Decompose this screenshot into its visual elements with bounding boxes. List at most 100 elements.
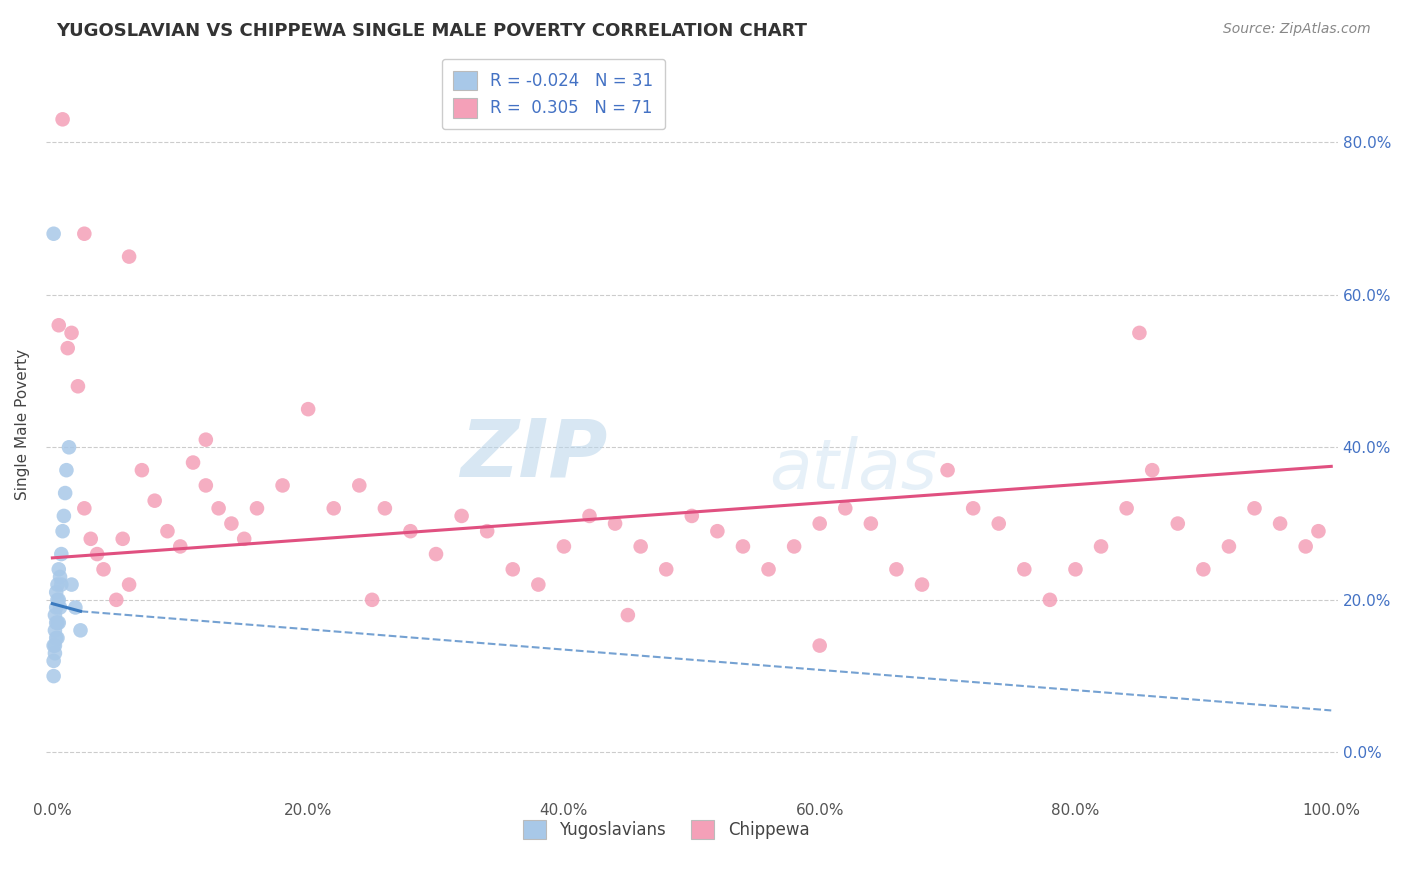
Point bbox=[56, 341, 79, 355]
Point bbox=[425, 547, 447, 561]
Point bbox=[271, 478, 294, 492]
Text: ZIP: ZIP bbox=[461, 416, 607, 493]
Point bbox=[987, 516, 1010, 531]
Point bbox=[105, 592, 128, 607]
Text: atlas: atlas bbox=[769, 436, 938, 503]
Point bbox=[156, 524, 179, 539]
Point bbox=[1268, 516, 1291, 531]
Point bbox=[962, 501, 984, 516]
Point bbox=[118, 250, 141, 264]
Point bbox=[51, 577, 73, 591]
Point bbox=[69, 624, 91, 638]
Point bbox=[194, 478, 217, 492]
Point bbox=[42, 654, 65, 668]
Point bbox=[52, 112, 75, 127]
Point bbox=[1140, 463, 1163, 477]
Point bbox=[131, 463, 153, 477]
Point bbox=[53, 486, 76, 500]
Legend: Yugoslavians, Chippewa: Yugoslavians, Chippewa bbox=[516, 814, 815, 846]
Point bbox=[783, 540, 806, 554]
Point bbox=[731, 540, 754, 554]
Y-axis label: Single Male Poverty: Single Male Poverty bbox=[15, 349, 30, 500]
Point bbox=[578, 508, 600, 523]
Point bbox=[46, 592, 69, 607]
Point bbox=[527, 577, 550, 591]
Point bbox=[297, 402, 319, 417]
Point bbox=[655, 562, 678, 576]
Point bbox=[118, 577, 141, 591]
Point bbox=[46, 615, 69, 630]
Point bbox=[66, 379, 89, 393]
Point bbox=[553, 540, 575, 554]
Point bbox=[45, 585, 67, 599]
Point bbox=[859, 516, 882, 531]
Point bbox=[706, 524, 728, 539]
Point bbox=[1192, 562, 1215, 576]
Point bbox=[911, 577, 934, 591]
Point bbox=[65, 600, 87, 615]
Point bbox=[80, 532, 103, 546]
Point bbox=[617, 608, 640, 623]
Point bbox=[44, 646, 66, 660]
Point bbox=[1014, 562, 1036, 576]
Point bbox=[349, 478, 371, 492]
Point bbox=[48, 615, 70, 630]
Point bbox=[49, 570, 72, 584]
Point bbox=[55, 463, 77, 477]
Point bbox=[233, 532, 256, 546]
Text: YUGOSLAVIAN VS CHIPPEWA SINGLE MALE POVERTY CORRELATION CHART: YUGOSLAVIAN VS CHIPPEWA SINGLE MALE POVE… bbox=[56, 22, 807, 40]
Point bbox=[246, 501, 269, 516]
Point bbox=[45, 631, 67, 645]
Point bbox=[44, 624, 66, 638]
Point bbox=[60, 326, 83, 340]
Point bbox=[361, 592, 384, 607]
Point bbox=[399, 524, 422, 539]
Point bbox=[1243, 501, 1265, 516]
Point bbox=[42, 669, 65, 683]
Point bbox=[1064, 562, 1087, 576]
Point bbox=[181, 456, 204, 470]
Point bbox=[1128, 326, 1150, 340]
Point bbox=[477, 524, 499, 539]
Point bbox=[374, 501, 396, 516]
Point bbox=[52, 524, 75, 539]
Point bbox=[169, 540, 191, 554]
Point bbox=[1308, 524, 1330, 539]
Point bbox=[207, 501, 229, 516]
Point bbox=[49, 600, 72, 615]
Point bbox=[60, 577, 83, 591]
Point bbox=[630, 540, 652, 554]
Point bbox=[46, 631, 69, 645]
Point bbox=[48, 318, 70, 333]
Point bbox=[42, 639, 65, 653]
Point bbox=[48, 562, 70, 576]
Point bbox=[603, 516, 626, 531]
Point bbox=[808, 516, 831, 531]
Point bbox=[1167, 516, 1189, 531]
Point bbox=[93, 562, 115, 576]
Point bbox=[44, 608, 66, 623]
Point bbox=[143, 493, 166, 508]
Point bbox=[42, 227, 65, 241]
Point bbox=[1039, 592, 1062, 607]
Point bbox=[52, 508, 75, 523]
Point bbox=[45, 600, 67, 615]
Point bbox=[86, 547, 108, 561]
Point bbox=[44, 639, 66, 653]
Point bbox=[45, 615, 67, 630]
Point bbox=[111, 532, 134, 546]
Point bbox=[834, 501, 856, 516]
Point bbox=[73, 501, 96, 516]
Point bbox=[502, 562, 524, 576]
Point bbox=[322, 501, 344, 516]
Point bbox=[808, 639, 831, 653]
Point bbox=[221, 516, 243, 531]
Point bbox=[681, 508, 703, 523]
Point bbox=[758, 562, 780, 576]
Point bbox=[1218, 540, 1240, 554]
Point bbox=[1090, 540, 1112, 554]
Point bbox=[886, 562, 908, 576]
Point bbox=[1295, 540, 1317, 554]
Point bbox=[58, 440, 80, 454]
Text: Source: ZipAtlas.com: Source: ZipAtlas.com bbox=[1223, 22, 1371, 37]
